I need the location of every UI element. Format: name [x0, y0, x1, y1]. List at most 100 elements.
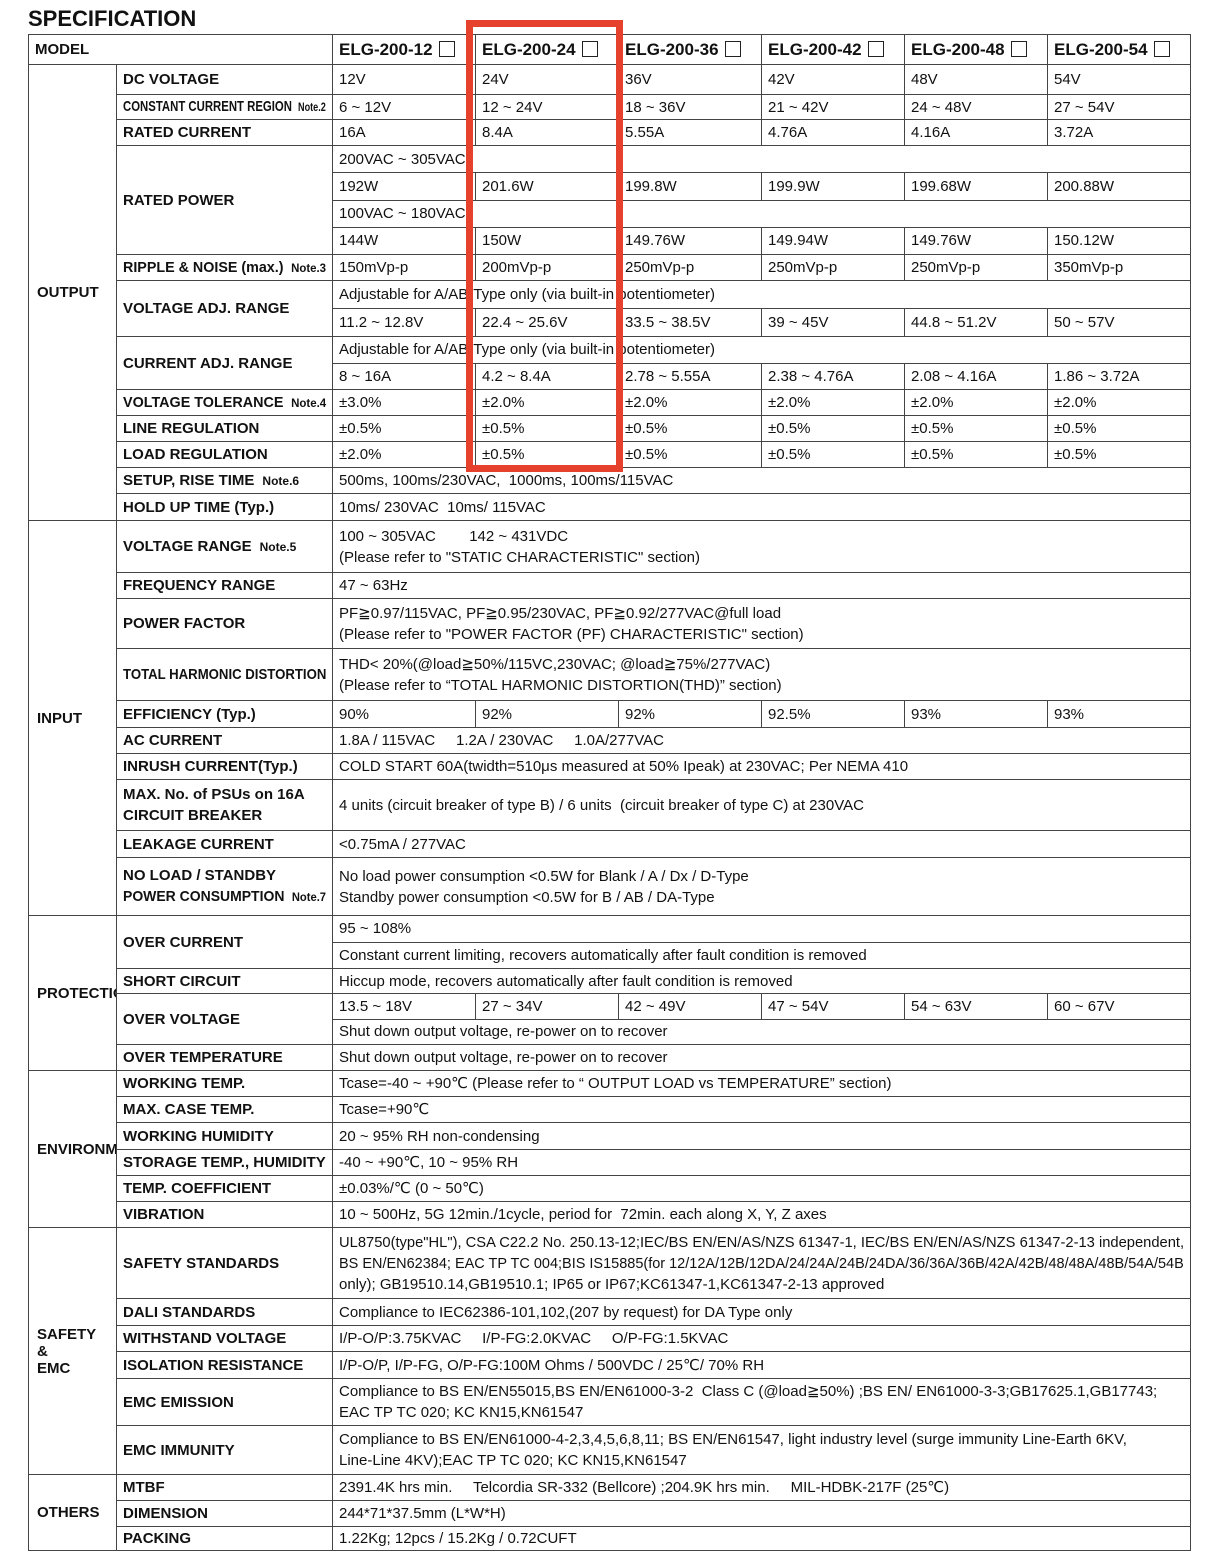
value-cell: ±0.5%: [761, 441, 905, 468]
label-line: LINE REGULATION: [123, 418, 326, 439]
label-line: VIBRATION: [123, 1204, 326, 1225]
value: 93%: [911, 705, 942, 723]
value: ±0.5%: [625, 420, 668, 437]
value-cell: 12V: [332, 64, 476, 95]
value: ±0.5%: [911, 446, 954, 463]
value-cell: 350mVp-p: [1047, 254, 1191, 281]
value-cell: 33.5 ~ 38.5V: [618, 308, 762, 337]
label-line: LEAKAGE CURRENT: [123, 834, 326, 855]
checkbox: [867, 41, 884, 57]
text: 20 ~ 95% RH non-condensing: [339, 1127, 540, 1145]
label-cell: RATED CURRENT: [116, 119, 333, 146]
value: 36V: [625, 71, 652, 88]
value-cell: 12 ~ 24V: [475, 94, 619, 120]
label-line: FREQUENCY RANGE: [123, 575, 326, 596]
value-cell: 27 ~ 34V: [475, 993, 619, 1020]
value: 50 ~ 57V: [1054, 314, 1115, 331]
value-cell: 1.86 ~ 3.72A: [1047, 362, 1191, 390]
label-line: WITHSTAND VOLTAGE: [123, 1328, 326, 1349]
value-cell: 250mVp-p: [761, 254, 905, 281]
label: STORAGE TEMP., HUMIDITY: [123, 1154, 326, 1171]
value-cell: 149.76W: [618, 226, 762, 255]
label-line: RIPPLE & NOISE (max.) Note.3: [123, 257, 326, 279]
section-cell: OTHERS: [28, 1474, 117, 1551]
value: 21 ~ 42V: [768, 98, 829, 116]
value: ±0.5%: [482, 420, 525, 437]
value-cell: 11.2 ~ 12.8V: [332, 308, 476, 337]
label: LOAD REGULATION: [123, 446, 268, 463]
model-line: ELG-200-48: [911, 39, 1041, 60]
value: 47 ~ 54V: [768, 997, 829, 1015]
value: 11.2 ~ 12.8V: [339, 314, 424, 331]
label: EMC EMISSION: [123, 1393, 234, 1411]
value-cell: 22.4 ~ 25.6V: [475, 308, 619, 337]
value: 200.88W: [1054, 177, 1115, 195]
label-line: CURRENT ADJ. RANGE: [123, 353, 326, 374]
label-cell: TEMP. COEFFICIENT: [116, 1175, 333, 1202]
label-line: HOLD UP TIME (Typ.): [123, 497, 326, 518]
section-cell: PROTECTION: [28, 915, 117, 1071]
value-cell: 93%: [904, 700, 1048, 728]
label-cell: LOAD REGULATION: [116, 441, 333, 468]
label-line: SETUP, RISE TIME Note.6: [123, 470, 326, 492]
title: SPECIFICATION: [28, 6, 197, 31]
value: 42V: [768, 71, 795, 88]
label: WORKING TEMP.: [123, 1075, 246, 1092]
value-cell: 42V: [761, 64, 905, 95]
label: RIPPLE & NOISE (max.): [123, 258, 284, 276]
value-cell: 149.76W: [904, 226, 1048, 255]
label: HOLD UP TIME (Typ.): [123, 498, 275, 516]
label-cell: WORKING TEMP.: [116, 1070, 333, 1097]
model-cell: ELG-200-12: [332, 34, 476, 65]
label-line: VOLTAGE ADJ. RANGE: [123, 298, 326, 319]
note: Note.6: [262, 473, 300, 488]
label: ISOLATION RESISTANCE: [123, 1356, 304, 1374]
label: MAX. No. of PSUs on 16A: [123, 786, 305, 803]
model-cell: ELG-200-36: [618, 34, 762, 65]
value: 8.4A: [482, 124, 513, 141]
text-cell: 200VAC ~ 305VAC: [332, 145, 1191, 174]
value: 18 ~ 36V: [625, 98, 686, 116]
text-line: 100 ~ 305VAC 142 ~ 431VDC: [339, 527, 569, 545]
label-line: DALI STANDARDS: [123, 1302, 326, 1323]
value-cell: 192W: [332, 172, 476, 201]
label-line: DIMENSION: [123, 1503, 326, 1524]
label-cell: WORKING HUMIDITY: [116, 1122, 333, 1150]
value-cell: 47 ~ 54V: [761, 993, 905, 1020]
label-line: EMC EMISSION: [123, 1392, 326, 1413]
value: 92.5%: [768, 705, 811, 723]
label-line: MAX. CASE TEMP.: [123, 1099, 326, 1120]
value: 92%: [482, 705, 513, 723]
note: Note.7: [291, 890, 327, 904]
value: 350mVp-p: [1054, 259, 1124, 276]
value: 150.12W: [1054, 232, 1115, 250]
label-line: VOLTAGE RANGE Note.5: [123, 536, 326, 558]
value: ±0.5%: [339, 420, 382, 437]
value-cell: 50 ~ 57V: [1047, 308, 1191, 337]
label: POWER FACTOR: [123, 615, 246, 632]
section-name: ENVIRONMENT: [37, 1140, 117, 1158]
label-line: DC VOLTAGE: [123, 69, 326, 90]
label: CIRCUIT BREAKER: [123, 807, 263, 824]
label-line: NO LOAD / STANDBY: [123, 865, 326, 886]
label: FREQUENCY RANGE: [123, 577, 276, 594]
value: 2.78 ~ 5.55A: [625, 367, 711, 385]
value: 150mVp-p: [339, 259, 409, 276]
model-line: ELG-200-12: [339, 39, 469, 60]
label-cell: MAX. No. of PSUs on 16A CIRCUIT BREAKER: [116, 779, 333, 831]
label-line: TOTAL HARMONIC DISTORTION: [123, 664, 326, 685]
value: 27 ~ 54V: [1054, 98, 1115, 116]
header-cell: MODEL: [28, 34, 333, 65]
value: 4.2 ~ 8.4A: [482, 367, 551, 385]
value-cell: 42 ~ 49V: [618, 993, 762, 1020]
value: 8 ~ 16A: [339, 367, 392, 385]
value-cell: ±2.0%: [332, 441, 476, 468]
text: Tcase=+90℃: [339, 1101, 430, 1118]
value: 4.76A: [768, 124, 808, 141]
text-cell: THD< 20%(@load≧50%/115VC,230VAC; @load≧7…: [332, 648, 1191, 701]
checkbox: [724, 41, 741, 57]
section-name: OTHERS: [37, 1504, 100, 1521]
label-cell: VOLTAGE TOLERANCE Note.4: [116, 389, 333, 416]
checkbox: [1010, 41, 1027, 57]
text: 1.22Kg; 12pcs / 15.2Kg / 0.72CUFT: [339, 1530, 577, 1547]
